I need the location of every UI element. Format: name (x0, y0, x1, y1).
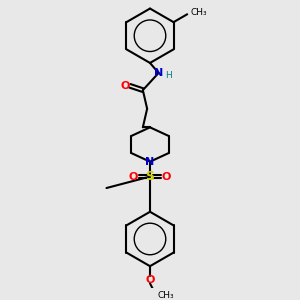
Text: O: O (121, 81, 130, 91)
Text: N: N (146, 157, 154, 167)
Text: H: H (165, 71, 172, 80)
Text: CH₃: CH₃ (157, 291, 174, 300)
Text: O: O (162, 172, 171, 182)
Text: S: S (146, 170, 154, 183)
Text: O: O (145, 274, 155, 285)
Text: N: N (154, 68, 163, 78)
Text: O: O (129, 172, 138, 182)
Text: CH₃: CH₃ (190, 8, 207, 17)
